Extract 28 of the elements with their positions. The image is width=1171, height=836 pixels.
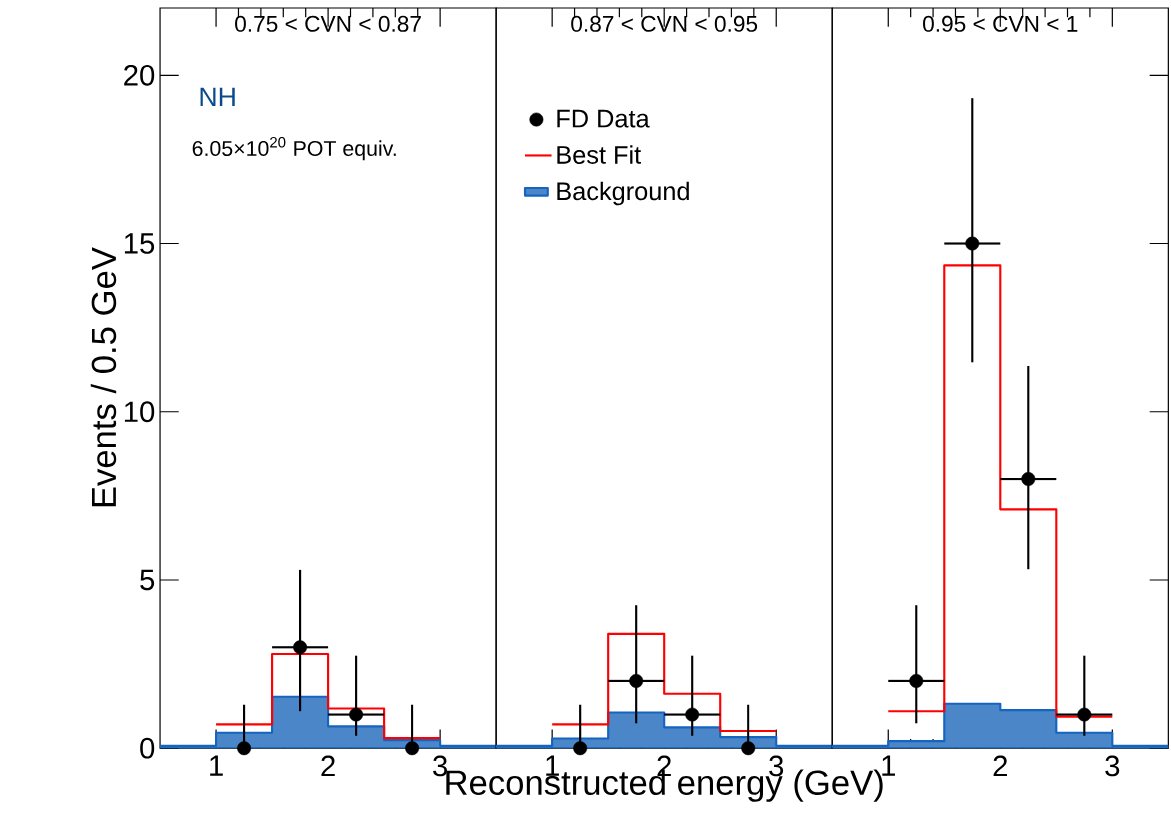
y-tick-label: 10	[124, 401, 155, 423]
x-tick-label: 1	[882, 755, 895, 776]
legend-label: Background	[557, 181, 689, 206]
y-axis-title: Events / 0.5 GeV	[90, 247, 117, 507]
x-tick-label: 3	[433, 755, 448, 777]
y-tick-label: 5	[140, 569, 155, 591]
legend-label: Best Fit	[557, 145, 641, 164]
legend-label: FD Data	[557, 109, 650, 128]
y-tick-label: 15	[124, 233, 155, 254]
y-tick-label: 0	[140, 737, 155, 759]
point	[237, 741, 252, 756]
point	[405, 741, 420, 756]
point	[1021, 471, 1036, 486]
point	[1077, 707, 1092, 722]
annotation: NH	[200, 87, 235, 106]
chart-title: 0.95 < CVN < 1	[923, 15, 1078, 32]
point	[965, 236, 980, 251]
point	[909, 673, 924, 688]
chart-title: 0.75 < CVN < 0.87	[235, 15, 421, 32]
point	[349, 707, 364, 722]
annotation: 6.05×10$^{20}$ POT equiv.	[192, 136, 396, 161]
chart-title: 0.87 < CVN < 0.95	[571, 15, 758, 32]
x-tick-label: 3	[1105, 755, 1120, 777]
y-tick-label: 20	[124, 64, 155, 86]
x-tick-label: 2	[321, 755, 335, 776]
x-tick-label: 2	[993, 755, 1007, 776]
point	[293, 640, 308, 655]
x-tick-label: 1	[210, 755, 223, 776]
